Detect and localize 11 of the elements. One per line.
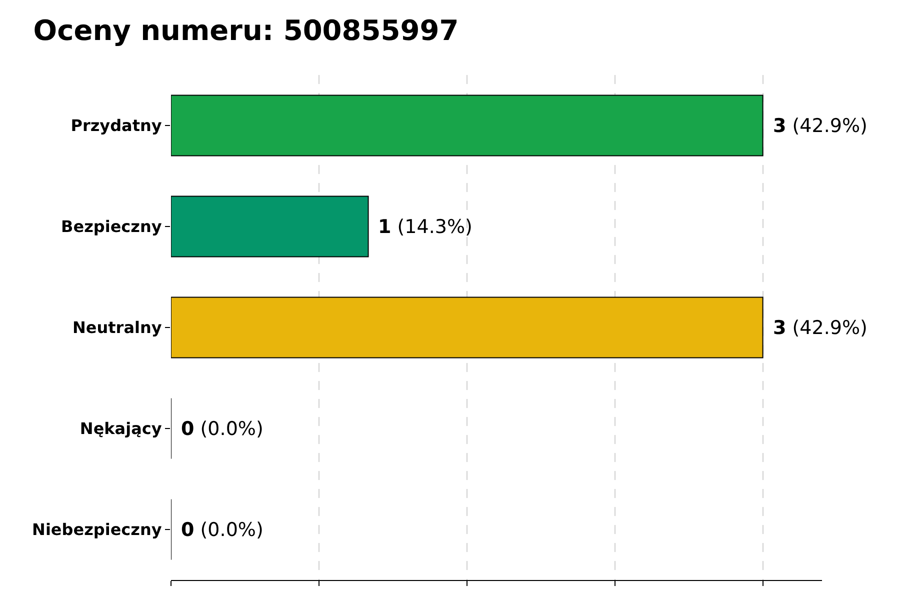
data-label: 3 (42.9%) bbox=[773, 115, 868, 137]
data-label: 1 (14.3%) bbox=[378, 216, 472, 238]
chart-title: Oceny numeru: 500855997 bbox=[33, 14, 459, 47]
data-label: 0 (0.0%) bbox=[181, 418, 264, 440]
y-tick-label: Nękający bbox=[80, 419, 162, 438]
y-tick-label: Bezpieczny bbox=[61, 217, 162, 236]
data-label: 0 (0.0%) bbox=[181, 519, 264, 541]
y-tick-label: Neutralny bbox=[72, 318, 162, 338]
data-label: 3 (42.9%) bbox=[773, 317, 868, 339]
y-tick-label: Niebezpieczny bbox=[32, 520, 162, 540]
y-tick-label: Przydatny bbox=[70, 116, 162, 136]
